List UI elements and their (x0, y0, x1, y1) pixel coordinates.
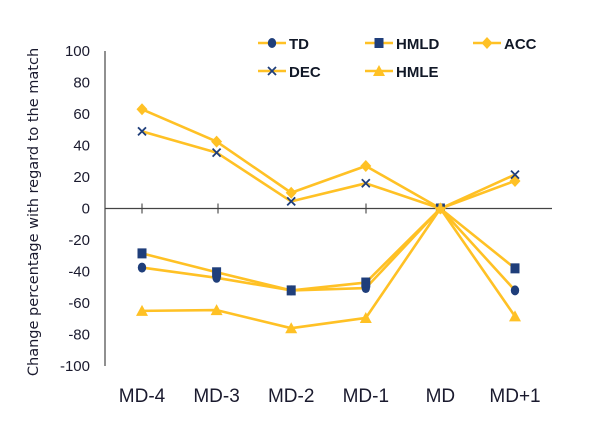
data-point-acc (136, 103, 148, 116)
x-marker-stroke (267, 66, 277, 76)
data-point-td (137, 262, 147, 273)
y-tick-label: 60 (73, 106, 90, 123)
y-tick-label: 80 (73, 75, 90, 92)
y-tick-label: -100 (60, 358, 90, 375)
series-lines (141, 108, 517, 330)
legend-marker (481, 37, 493, 49)
y-tick-label: 0 (82, 201, 90, 218)
legend-item-dec: DEC (258, 64, 321, 81)
legend-label: HMLE (396, 64, 439, 81)
data-point-hmld (510, 263, 520, 274)
x-category-label: MD (426, 386, 456, 407)
data-point-dec (211, 147, 222, 158)
y-tick-label: -40 (68, 264, 90, 281)
series-line-td (141, 207, 516, 292)
data-point-hmle (136, 304, 148, 316)
data-point-hmld (137, 248, 147, 259)
data-point-dec (137, 126, 147, 136)
legend: TD HMLD ACC DEC HMLE (258, 36, 537, 81)
data-point-td (510, 285, 520, 296)
x-marker-stroke (137, 126, 147, 136)
legend-item-hmld: HMLD (365, 36, 439, 53)
series-line-hmld (141, 207, 516, 292)
data-point-acc (211, 135, 223, 148)
legend-marker (267, 38, 277, 48)
legend-marker (373, 65, 385, 76)
series-markers (136, 103, 521, 334)
y-tick-label: -20 (68, 232, 90, 249)
legend-label: TD (289, 36, 309, 53)
data-point-acc (360, 159, 372, 172)
data-point-dec (510, 170, 520, 180)
data-point-hmle (285, 322, 298, 334)
data-point-hmld (286, 285, 296, 296)
data-point-hmld (212, 267, 222, 278)
series-line-hmle (141, 207, 517, 330)
data-point-dec (286, 196, 296, 207)
x-marker-stroke (286, 196, 296, 207)
data-point-acc (285, 186, 297, 199)
axes (104, 51, 552, 366)
legend-marker (374, 38, 384, 48)
data-point-dec (361, 178, 371, 188)
legend-label: ACC (504, 36, 537, 53)
legend-item-td: TD (258, 36, 309, 53)
y-tick-labels: 100 80 60 40 20 0 -20 -40 -60 -80 -100 (60, 43, 90, 375)
legend-item-acc: ACC (473, 36, 537, 53)
y-tick-label: 20 (73, 169, 90, 186)
y-tick-label: -80 (68, 327, 90, 344)
x-category-label: MD-4 (119, 386, 166, 407)
data-point-hmle (509, 310, 521, 322)
y-axis-label: Change percentage with regard to the mat… (26, 48, 42, 376)
data-point-hmld (361, 277, 371, 288)
x-marker-stroke (361, 178, 371, 188)
y-tick-label: 100 (65, 43, 90, 60)
x-category-label: MD+1 (489, 386, 540, 407)
legend-marker (267, 66, 277, 76)
x-marker-stroke (211, 147, 222, 158)
legend-label: DEC (289, 64, 321, 81)
data-point-hmle (434, 202, 447, 214)
x-category-label: MD-3 (193, 386, 239, 407)
x-marker-stroke (510, 170, 520, 180)
legend-label: HMLD (396, 36, 439, 53)
x-category-labels: MD-4 MD-3 MD-2 MD-1 MD MD+1 (119, 386, 541, 407)
x-category-label: MD-2 (268, 386, 314, 407)
y-tick-label: 40 (73, 138, 90, 155)
y-tick-label: -60 (68, 295, 90, 312)
series-line-dec (141, 130, 516, 210)
data-point-hmle (210, 304, 223, 316)
x-category-label: MD-1 (343, 386, 389, 407)
legend-item-hmle: HMLE (365, 64, 439, 81)
data-point-hmle (359, 311, 372, 323)
